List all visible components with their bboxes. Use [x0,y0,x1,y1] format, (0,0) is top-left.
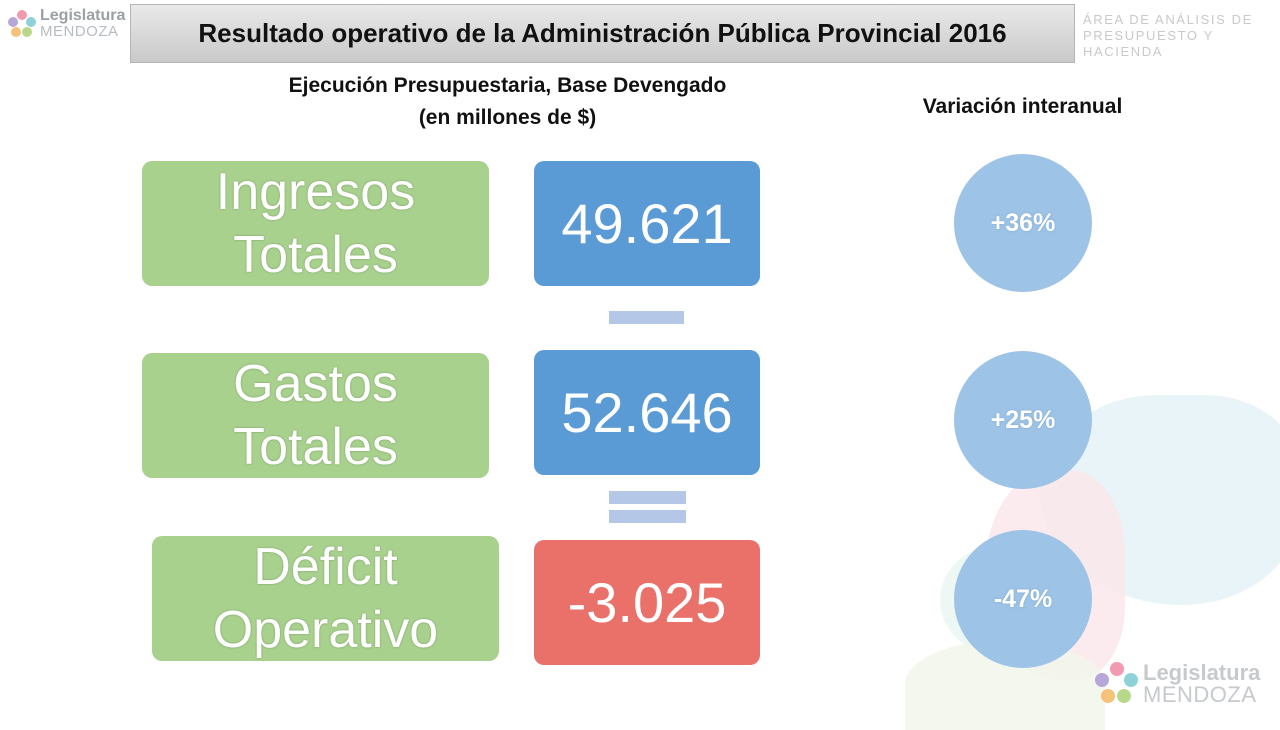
logo-line2: MENDOZA [40,23,119,40]
footer-logo: Legislatura MENDOZA [1095,662,1260,706]
minus-sign [609,311,684,324]
row-value: 49.621 [561,192,733,255]
deficit-label-box: Déficit Operativo [152,536,499,661]
title-bar: Resultado operativo de la Administración… [130,4,1075,63]
gastos-label-box: Gastos Totales [142,353,489,478]
logo-icon [1095,662,1139,706]
row-label-line1: Ingresos [215,163,416,222]
row-label-line2: Totales [233,417,398,476]
page-title: Resultado operativo de la Administración… [198,18,1007,48]
section-unit: (en millones de $) [418,106,597,129]
logo-line1: Legislatura [1143,660,1261,685]
row-variation: +36% [990,208,1056,237]
row-label-line1: Gastos [233,355,398,414]
equals-sign-bottom-bar [609,510,686,523]
row-label-line2: Operativo [212,600,439,659]
logo-icon [8,9,36,38]
ingresos-variation-circle: +36% [954,154,1092,292]
gastos-variation-circle: +25% [954,351,1092,489]
ingresos-label-box: Ingresos Totales [142,161,489,286]
row-variation: -47% [993,584,1053,613]
area-line1: ÁREA DE ANÁLISIS DE [1083,12,1253,27]
logo-line1: Legislatura [40,7,126,24]
deficit-value-box: -3.025 [534,540,760,665]
section-title: Ejecución Presupuestaria, Base Devengado [288,74,727,97]
gastos-value-box: 52.646 [534,350,760,475]
equals-sign-top-bar [609,491,686,504]
row-label-line2: Totales [233,225,398,284]
row-variation: +25% [990,405,1056,434]
header-logo: Legislatura MENDOZA [8,8,125,39]
row-label-line1: Déficit [253,538,398,597]
variation-title: Variación interanual [922,95,1123,118]
logo-line2: MENDOZA [1143,682,1257,707]
area-label: ÁREA DE ANÁLISIS DE PRESUPUESTO Y HACIEN… [1083,12,1278,60]
deficit-variation-circle: -47% [954,530,1092,668]
row-value: 52.646 [561,381,733,444]
ingresos-value-box: 49.621 [534,161,760,286]
area-line2: PRESUPUESTO Y HACIENDA [1083,28,1214,59]
row-value: -3.025 [567,571,727,634]
